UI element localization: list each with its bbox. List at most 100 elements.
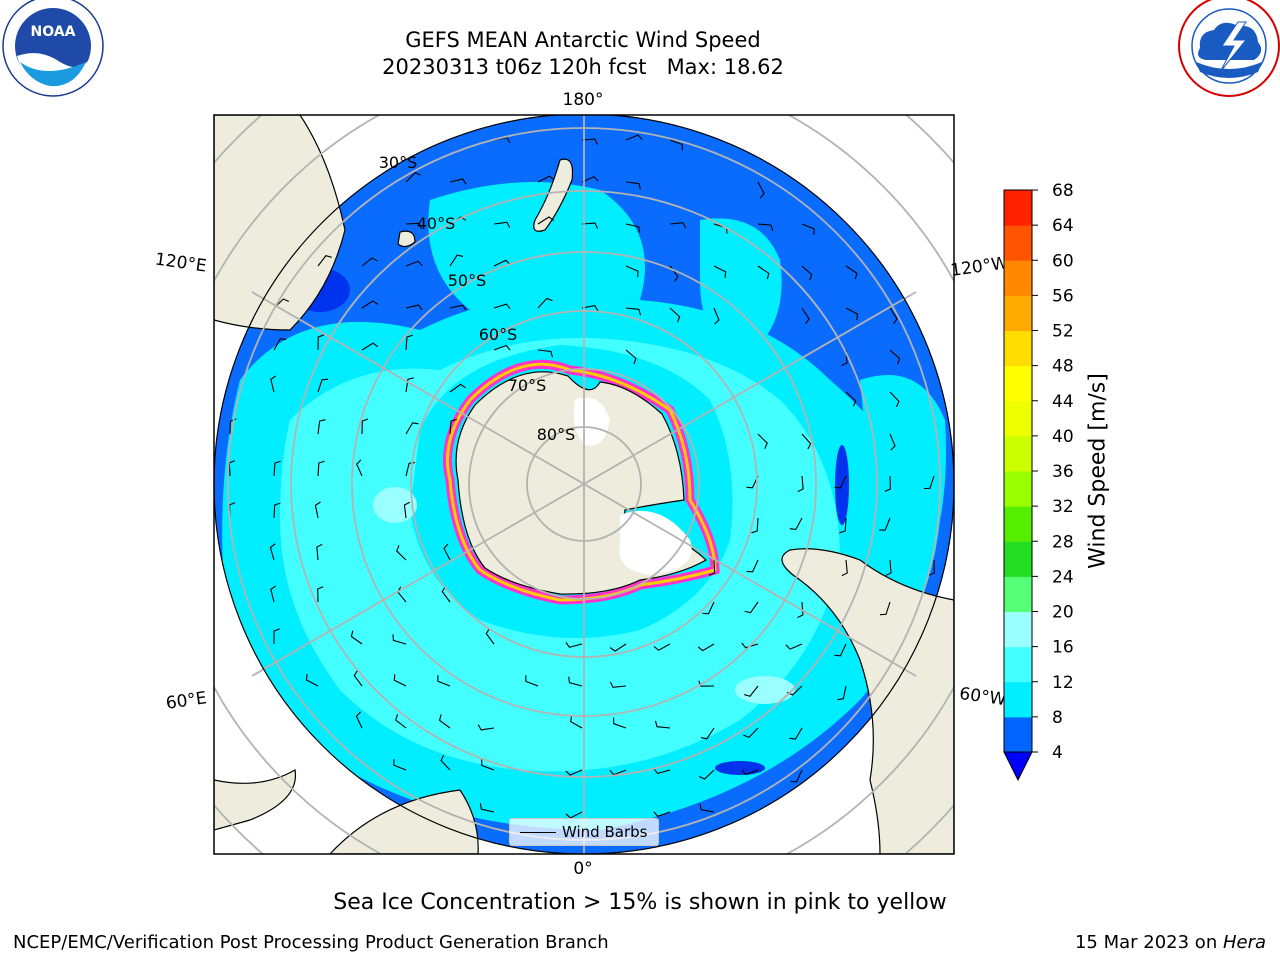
colorbar-tick-label: 20 bbox=[1052, 603, 1074, 623]
wind-barb bbox=[837, 685, 847, 701]
colorbar-segment bbox=[1004, 681, 1032, 718]
wind-barb bbox=[841, 559, 848, 577]
wind-barb bbox=[757, 223, 774, 232]
wind-barb bbox=[889, 391, 900, 408]
wind-barb bbox=[317, 419, 326, 435]
wind-barb bbox=[697, 643, 715, 652]
wind-barb bbox=[698, 769, 715, 780]
wind-barb bbox=[317, 334, 325, 351]
wind-barb bbox=[708, 559, 716, 576]
barb-legend-label: Wind Barbs bbox=[562, 823, 648, 841]
wind-barb bbox=[698, 680, 715, 687]
new-zealand-land bbox=[533, 158, 574, 232]
wind-barb bbox=[317, 255, 332, 267]
lon-label-0: 0° bbox=[573, 859, 592, 879]
wind-barb bbox=[653, 811, 671, 817]
lat-label-60s: 60°S bbox=[479, 325, 518, 344]
colorbar-segment bbox=[1004, 506, 1032, 542]
wind-barb bbox=[751, 517, 759, 534]
wind-barb bbox=[570, 715, 583, 729]
wind-barb bbox=[361, 300, 379, 309]
wind-barb bbox=[449, 304, 467, 311]
wind-barb bbox=[785, 643, 803, 650]
colorbar-segment bbox=[1004, 716, 1032, 753]
colorbar-segment bbox=[1004, 435, 1032, 472]
wind-barb bbox=[361, 342, 379, 351]
wind-barb bbox=[845, 265, 858, 280]
wind-barb bbox=[609, 643, 627, 652]
colorbar-tick-label: 52 bbox=[1052, 322, 1074, 342]
colorbar-tick-label: 44 bbox=[1052, 392, 1074, 412]
madagascar-land bbox=[214, 769, 297, 831]
wind-barb bbox=[746, 559, 759, 573]
colorbar-segment bbox=[1004, 646, 1032, 683]
wind-barb bbox=[405, 222, 422, 229]
colorbar-tick-label: 32 bbox=[1052, 497, 1074, 517]
footer-machine: Hera bbox=[1222, 932, 1266, 953]
wind-barb bbox=[885, 559, 892, 577]
wind-barb bbox=[405, 304, 423, 311]
colorbar-tick-label: 56 bbox=[1052, 286, 1074, 306]
wind-barb bbox=[403, 501, 410, 519]
wind-barb bbox=[625, 223, 641, 233]
colorbar-label: Wind Speed [m/s] bbox=[1085, 373, 1111, 569]
wind-barb bbox=[393, 674, 407, 687]
wind-barb bbox=[669, 307, 681, 323]
wind-barb bbox=[537, 216, 555, 225]
wind-barb bbox=[405, 377, 414, 393]
wind-barb bbox=[801, 307, 810, 325]
lon-label-180: 180° bbox=[563, 90, 604, 110]
wind-barb bbox=[305, 673, 319, 687]
wind-barb bbox=[789, 727, 803, 740]
wind-barb bbox=[744, 601, 759, 614]
wind-barb bbox=[625, 181, 641, 190]
nws-logo bbox=[1178, 0, 1280, 97]
wind-barb bbox=[653, 643, 671, 651]
wind-barb bbox=[273, 502, 281, 519]
colorbar-segment bbox=[1004, 190, 1032, 226]
wind-barb bbox=[479, 803, 495, 813]
wind-barb bbox=[884, 475, 891, 492]
noaa-logo-text: NOAA bbox=[31, 24, 76, 40]
barb-legend: Wind Barbs bbox=[509, 818, 659, 846]
colorbar-segment bbox=[1004, 471, 1032, 507]
colorbar-tick-label: 64 bbox=[1052, 216, 1074, 236]
wind-barb bbox=[889, 307, 898, 325]
wind-barb bbox=[702, 601, 715, 615]
wind-barb bbox=[609, 681, 627, 688]
wind-barb bbox=[405, 422, 419, 435]
wind-barb bbox=[625, 134, 643, 141]
wind-barb bbox=[757, 265, 770, 280]
wind-barb bbox=[834, 643, 847, 657]
colorbar-tick-label: 40 bbox=[1052, 427, 1074, 447]
barb-legend-line bbox=[520, 832, 556, 834]
wind-barb bbox=[741, 642, 759, 649]
colorbar-segment bbox=[1004, 330, 1032, 367]
wind-barb bbox=[879, 601, 891, 616]
colorbar-tick-label: 12 bbox=[1052, 673, 1074, 693]
footer-branch: NCEP/EMC/Verification Post Processing Pr… bbox=[13, 932, 609, 953]
wind-barb bbox=[441, 586, 451, 603]
wind-barb bbox=[443, 543, 451, 561]
wind-barb bbox=[797, 475, 804, 493]
wind-barb bbox=[314, 501, 321, 519]
wind-barb bbox=[270, 585, 277, 603]
colorbar-tick-label: 60 bbox=[1052, 251, 1074, 271]
footer-date-text: 15 Mar 2023 on bbox=[1074, 932, 1223, 953]
wind-barb bbox=[273, 460, 281, 477]
colorbar-tick-label: 28 bbox=[1052, 532, 1074, 552]
wind-barb bbox=[449, 254, 464, 267]
wind-barb bbox=[356, 459, 363, 477]
wind-barb bbox=[493, 259, 511, 267]
wind-barb bbox=[269, 543, 276, 561]
colorbar-extend-min bbox=[1003, 751, 1033, 782]
wind-barb bbox=[757, 181, 765, 199]
wind-barb bbox=[581, 176, 599, 183]
lon-label-60e: 60°E bbox=[165, 688, 208, 713]
colorbar-tick-label: 4 bbox=[1052, 743, 1063, 763]
wind-barb bbox=[565, 769, 583, 776]
wind-barb bbox=[744, 685, 759, 697]
wind-barb bbox=[392, 634, 407, 645]
